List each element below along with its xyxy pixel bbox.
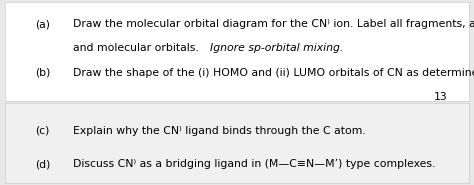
- Text: (d): (d): [36, 159, 51, 169]
- Text: and molecular orbitals.: and molecular orbitals.: [73, 43, 210, 53]
- Text: 13: 13: [434, 92, 447, 102]
- Text: Explain why the CN⁾ ligand binds through the C atom.: Explain why the CN⁾ ligand binds through…: [73, 126, 366, 136]
- Text: (c): (c): [36, 126, 50, 136]
- Text: Ignore sp-orbital mixing.: Ignore sp-orbital mixing.: [210, 43, 344, 53]
- Text: Draw the molecular orbital diagram for the CN⁾ ion. Label all fragments, atomic : Draw the molecular orbital diagram for t…: [73, 19, 474, 29]
- Text: (b): (b): [36, 68, 51, 78]
- Text: (a): (a): [36, 19, 51, 29]
- Text: Draw the shape of the (i) HOMO and (ii) LUMO orbitals of CN as determined above.: Draw the shape of the (i) HOMO and (ii) …: [73, 68, 474, 78]
- Text: Discuss CN⁾ as a bridging ligand in (M—C≡N—M’) type complexes.: Discuss CN⁾ as a bridging ligand in (M—C…: [73, 159, 436, 169]
